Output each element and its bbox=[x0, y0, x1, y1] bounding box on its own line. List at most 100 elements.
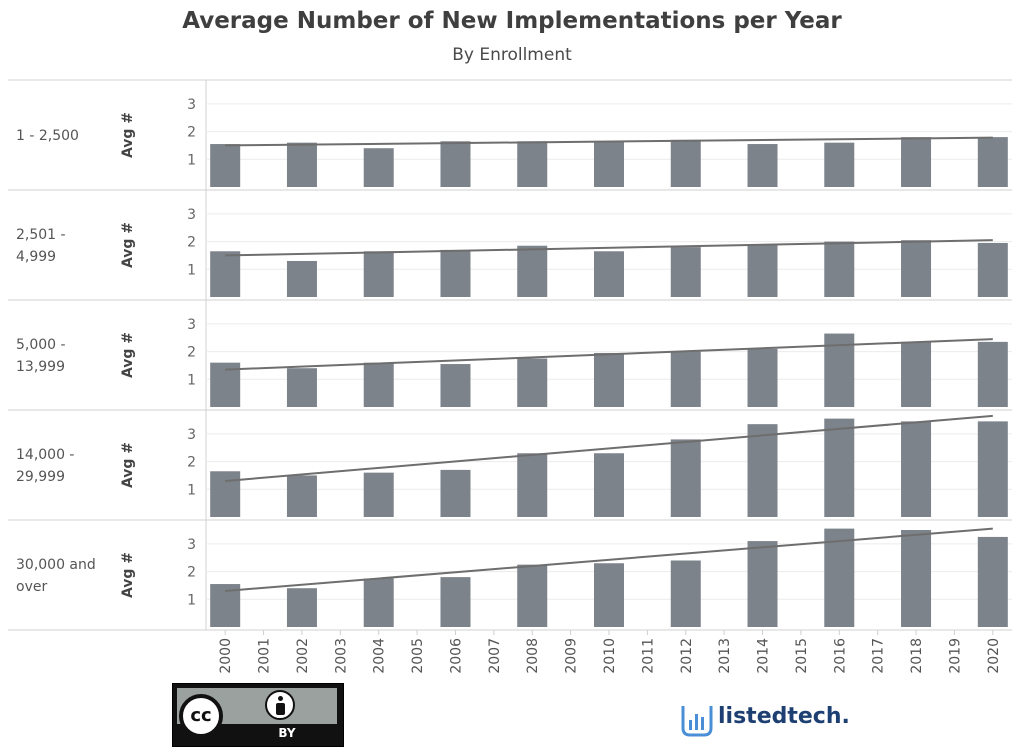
bar bbox=[747, 348, 778, 407]
bar bbox=[517, 564, 548, 627]
bar bbox=[824, 418, 855, 517]
y-axis-title: Avg # bbox=[120, 222, 136, 268]
bar bbox=[747, 144, 778, 187]
bar bbox=[210, 144, 241, 187]
bar bbox=[747, 424, 778, 517]
panel-label: 1 - 2,500 bbox=[16, 128, 79, 144]
bar bbox=[977, 421, 1008, 517]
bar bbox=[824, 528, 855, 627]
x-tick-label: 2004 bbox=[372, 638, 388, 674]
trend-line bbox=[225, 239, 993, 257]
bar bbox=[977, 341, 1008, 407]
x-tick-label: 2018 bbox=[909, 638, 925, 674]
y-axis-title: Avg # bbox=[120, 552, 136, 598]
panel-label: over bbox=[16, 579, 47, 595]
y-tick-label: 2 bbox=[187, 565, 196, 581]
y-tick-label: 2 bbox=[187, 345, 196, 361]
bar bbox=[977, 137, 1008, 187]
y-tick-label: 3 bbox=[187, 207, 196, 223]
trend-line bbox=[225, 414, 993, 482]
x-tick-label: 2002 bbox=[295, 638, 311, 674]
bar bbox=[977, 536, 1008, 627]
bar bbox=[517, 358, 548, 407]
x-tick-label: 2011 bbox=[640, 638, 656, 674]
bar bbox=[824, 241, 855, 297]
bar-chart-logo-icon bbox=[681, 706, 713, 737]
bar bbox=[977, 242, 1008, 297]
bar bbox=[594, 563, 624, 627]
bar bbox=[440, 469, 471, 517]
bar bbox=[286, 142, 317, 187]
license-by-label: BY bbox=[278, 726, 296, 740]
logo-text: listedtech. bbox=[718, 704, 850, 729]
bar bbox=[440, 577, 471, 627]
bar bbox=[363, 578, 394, 627]
bar bbox=[670, 247, 701, 297]
bar bbox=[517, 245, 548, 297]
bar bbox=[670, 560, 701, 627]
trend-line bbox=[225, 527, 993, 592]
bar bbox=[594, 141, 624, 187]
x-tick-label: 2006 bbox=[448, 638, 464, 674]
x-tick-label: 2013 bbox=[717, 638, 733, 674]
x-tick-label: 2008 bbox=[525, 638, 541, 674]
y-tick-label: 1 bbox=[187, 592, 196, 608]
cc-icon: cc bbox=[179, 694, 223, 738]
bar bbox=[363, 251, 394, 297]
bar bbox=[901, 240, 932, 297]
panel-label: 14,000 - bbox=[16, 447, 75, 463]
bar bbox=[594, 352, 624, 407]
panel-label: 5,000 - bbox=[16, 337, 66, 353]
y-axis-title: Avg # bbox=[120, 332, 136, 378]
y-tick-label: 3 bbox=[187, 427, 196, 443]
bar bbox=[363, 472, 394, 517]
x-tick-label: 2003 bbox=[333, 638, 349, 674]
bar bbox=[747, 541, 778, 627]
x-tick-label: 2020 bbox=[986, 638, 1002, 674]
panel-label: 4,999 bbox=[16, 249, 56, 265]
panel-label: 13,999 bbox=[16, 359, 65, 375]
trend-line bbox=[225, 338, 993, 371]
bar bbox=[594, 251, 624, 297]
x-tick-label: 2017 bbox=[871, 638, 887, 674]
bar bbox=[363, 362, 394, 407]
x-tick-label: 2010 bbox=[602, 638, 618, 674]
x-tick-label: 2005 bbox=[410, 638, 426, 674]
bar bbox=[517, 141, 548, 187]
attribution-person-icon bbox=[265, 690, 295, 720]
bar bbox=[363, 148, 394, 187]
y-tick-label: 3 bbox=[187, 97, 196, 113]
x-tick-label: 2007 bbox=[487, 638, 503, 674]
bar bbox=[594, 453, 624, 517]
bar bbox=[901, 421, 932, 517]
bar bbox=[670, 351, 701, 407]
creative-commons-license-badge[interactable]: cc BY bbox=[172, 683, 344, 747]
x-tick-label: 2012 bbox=[679, 638, 695, 674]
person-head bbox=[278, 696, 283, 701]
y-tick-label: 2 bbox=[187, 125, 196, 141]
y-tick-label: 1 bbox=[187, 262, 196, 278]
bar bbox=[210, 251, 241, 297]
y-tick-label: 2 bbox=[187, 235, 196, 251]
x-tick-label: 2019 bbox=[947, 638, 963, 674]
bar bbox=[517, 453, 548, 517]
panel-label: 2,501 - bbox=[16, 227, 66, 243]
x-tick-label: 2015 bbox=[794, 638, 810, 674]
panel-label: 29,999 bbox=[16, 469, 65, 485]
bar bbox=[440, 141, 471, 187]
bar bbox=[747, 244, 778, 297]
x-tick-label: 2001 bbox=[257, 638, 273, 674]
small-multiples-bar-chart: 1 2 3 1 - 2,500 Avg # 1 2 3 2,501 - 4,999 Avg # 1 2 3… bbox=[8, 79, 1012, 674]
person-body bbox=[276, 703, 285, 715]
bar bbox=[670, 439, 701, 517]
bar bbox=[286, 475, 317, 517]
bar bbox=[901, 341, 932, 407]
y-tick-label: 1 bbox=[187, 152, 196, 168]
bar bbox=[286, 588, 317, 627]
y-tick-label: 2 bbox=[187, 455, 196, 471]
bar bbox=[901, 530, 932, 627]
y-tick-label: 3 bbox=[187, 537, 196, 553]
x-tick-label: 2014 bbox=[756, 638, 772, 674]
bar bbox=[286, 260, 317, 297]
y-axis-title: Avg # bbox=[120, 112, 136, 158]
